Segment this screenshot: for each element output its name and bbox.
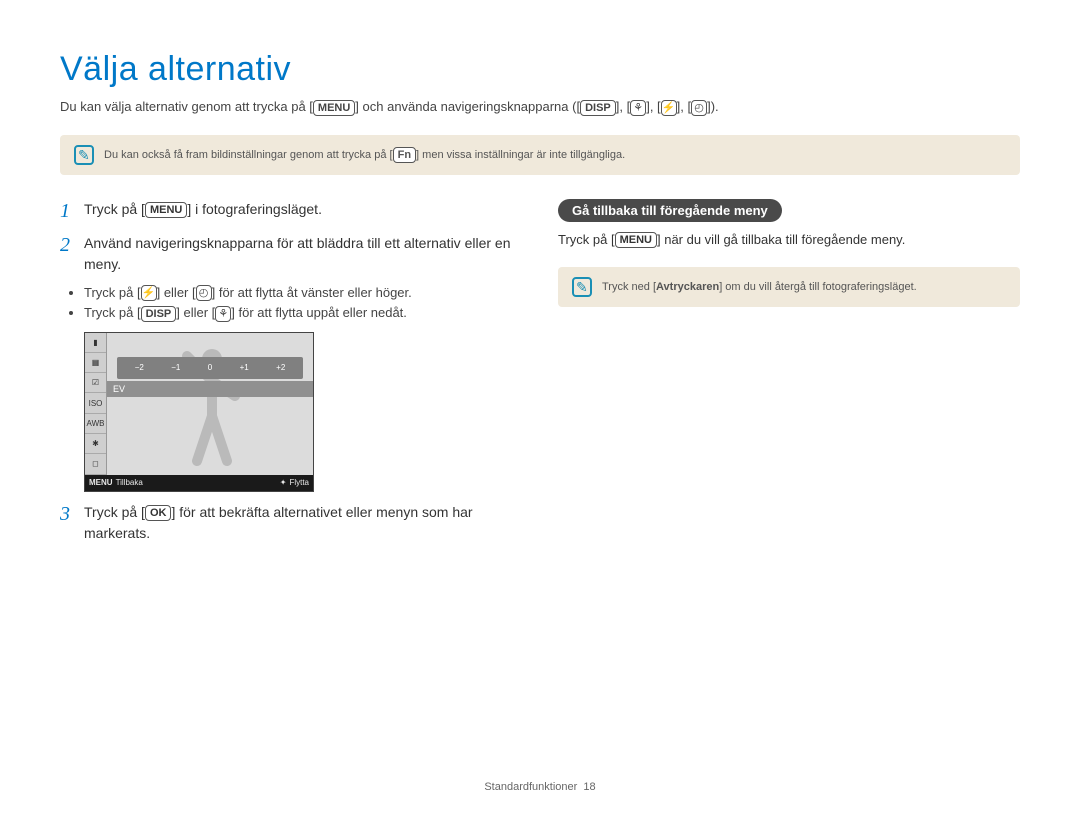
camera-screen-sidebar: ▮ ▦ ☑ ISO AWB ✱ ◻: [85, 333, 107, 475]
step-3-prefix: Tryck på [: [84, 504, 145, 520]
scale-label: −2: [135, 363, 144, 372]
note-icon: [572, 277, 592, 297]
b1-mid: ] eller [: [157, 285, 196, 300]
sidebar-icon: ▮: [85, 333, 106, 353]
info-note-prefix: Du kan också få fram bildinställningar g…: [104, 148, 393, 160]
macro-icon: ⚘: [630, 100, 646, 116]
sidebar-icon: AWB: [85, 414, 106, 434]
sidebar-icon: ▦: [85, 353, 106, 373]
rc-suffix: ] när du vill gå tillbaka till föregåend…: [657, 232, 905, 247]
page-footer: Standardfunktioner 18: [0, 781, 1080, 793]
intro-suffix: ]).: [707, 99, 719, 114]
step-number: 2: [60, 233, 74, 257]
menu-label: MENU: [89, 478, 113, 487]
sidebar-icon: ISO: [85, 393, 106, 413]
camera-screen-footer: MENU Tillbaka ✦ Flytta: [85, 475, 313, 491]
tip-prefix: Tryck ned [: [602, 281, 656, 293]
step-3: 3 Tryck på [OK] för att bekräfta alterna…: [60, 502, 522, 544]
sidebar-icon: ✱: [85, 434, 106, 454]
cs-back-text: Tillbaka: [116, 478, 143, 487]
flash-icon: ⚡: [661, 100, 677, 116]
intro-sep-1: ], [: [616, 99, 630, 114]
step-1-body: Tryck på [MENU] i fotograferingsläget.: [84, 199, 522, 220]
step-2-bullets: Tryck på [⚡] eller [◴] för att flytta åt…: [84, 285, 522, 322]
tip-note-text: Tryck ned [Avtryckaren] om du vill återg…: [602, 281, 917, 293]
step-3-body: Tryck på [OK] för att bekräfta alternati…: [84, 502, 522, 544]
info-note: Du kan också få fram bildinställningar g…: [60, 135, 1020, 175]
scale-label: +2: [276, 363, 285, 372]
cs-back-label: MENU Tillbaka: [89, 478, 143, 487]
step-1-suffix: ] i fotograferingsläget.: [187, 201, 322, 217]
ok-button-label: OK: [145, 505, 172, 521]
menu-button-label: MENU: [313, 100, 355, 116]
disp-button-label: DISP: [580, 100, 616, 116]
timer-icon: ◴: [691, 100, 707, 116]
scale-label: 0: [208, 363, 212, 372]
cs-move-text: Flytta: [289, 478, 309, 487]
intro-sep-3: ], [: [677, 99, 691, 114]
cs-move-label: ✦ Flytta: [280, 478, 309, 487]
intro-mid: ] och använda navigeringsknapparna ([: [355, 99, 580, 114]
b1-prefix: Tryck på [: [84, 285, 141, 300]
timer-icon: ◴: [196, 285, 212, 301]
info-note-suffix: ] men vissa inställningar är inte tillgä…: [416, 148, 625, 160]
ev-row: EV: [107, 381, 313, 397]
b1-suffix: ] för att flytta åt vänster eller höger.: [212, 285, 412, 300]
footer-section: Standardfunktioner: [484, 781, 577, 793]
tip-suffix: ] om du vill återgå till fotograferingsl…: [719, 281, 917, 293]
footer-page: 18: [583, 781, 595, 793]
menu-button-label: MENU: [145, 202, 187, 218]
intro-prefix: Du kan välja alternativ genom att trycka…: [60, 99, 313, 114]
sidebar-icon: ☑: [85, 373, 106, 393]
flash-icon: ⚡: [141, 285, 157, 301]
ev-scale: −2 −1 0 +1 +2: [117, 357, 303, 379]
b2-mid: ] eller [: [176, 305, 215, 320]
left-column: 1 Tryck på [MENU] i fotograferingsläget.…: [60, 199, 522, 554]
page-title: Välja alternativ: [60, 50, 1020, 89]
right-col-header: Gå tillbaka till föregående meny: [558, 199, 782, 222]
step-number: 3: [60, 502, 74, 526]
step-2-body: Använd navigeringsknapparna för att bläd…: [84, 233, 522, 275]
camera-screen-main: −2 −1 0 +1 +2 EV: [107, 333, 313, 475]
b2-suffix: ] för att flytta uppåt eller nedåt.: [231, 305, 407, 320]
intro-text: Du kan välja alternativ genom att trycka…: [60, 97, 1020, 117]
tip-bold: Avtryckaren: [656, 281, 719, 293]
fn-button-label: Fn: [393, 147, 416, 163]
sidebar-icon: ◻: [85, 454, 106, 474]
bullet-2: Tryck på [DISP] eller [⚘] för att flytta…: [84, 305, 522, 322]
rc-prefix: Tryck på [: [558, 232, 615, 247]
tip-note: Tryck ned [Avtryckaren] om du vill återg…: [558, 267, 1020, 307]
step-number: 1: [60, 199, 74, 223]
info-note-text: Du kan också få fram bildinställningar g…: [104, 147, 625, 163]
right-col-text: Tryck på [MENU] när du vill gå tillbaka …: [558, 230, 1020, 250]
step-1-prefix: Tryck på [: [84, 201, 145, 217]
b2-prefix: Tryck på [: [84, 305, 141, 320]
move-icon: ✦: [280, 478, 287, 487]
menu-button-label: MENU: [615, 232, 657, 248]
right-column: Gå tillbaka till föregående meny Tryck p…: [558, 199, 1020, 554]
scale-label: +1: [240, 363, 249, 372]
camera-screen-illustration: ▮ ▦ ☑ ISO AWB ✱ ◻ −2 −1 0: [84, 332, 314, 492]
step-1: 1 Tryck på [MENU] i fotograferingsläget.: [60, 199, 522, 223]
bullet-1: Tryck på [⚡] eller [◴] för att flytta åt…: [84, 285, 522, 302]
note-icon: [74, 145, 94, 165]
step-2: 2 Använd navigeringsknapparna för att bl…: [60, 233, 522, 275]
scale-label: −1: [171, 363, 180, 372]
intro-sep-2: ], [: [646, 99, 660, 114]
macro-icon: ⚘: [215, 306, 231, 322]
disp-button-label: DISP: [141, 306, 177, 322]
